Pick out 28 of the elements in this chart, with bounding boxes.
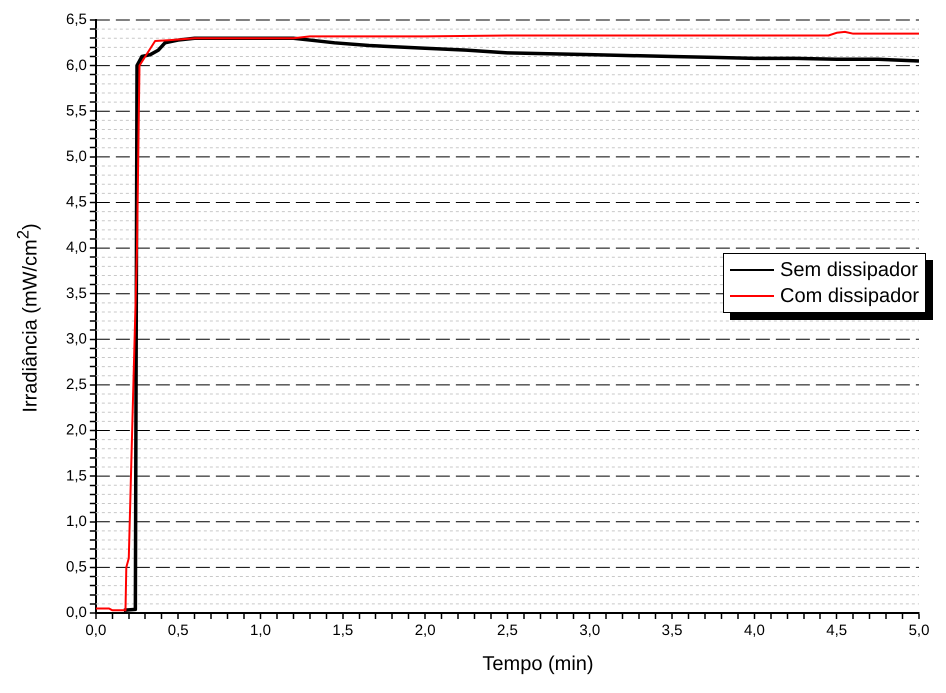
y-tick-label: 4,5 bbox=[66, 194, 87, 211]
y-tick-label: 4,0 bbox=[66, 239, 87, 256]
y-tick-label: 0,5 bbox=[66, 558, 87, 576]
legend-label: Com dissipador bbox=[780, 284, 919, 309]
x-tick-label: 3,0 bbox=[579, 622, 600, 640]
x-tick-label: 0,5 bbox=[168, 622, 189, 640]
x-tick-label: 3,5 bbox=[662, 622, 682, 640]
x-tick-label: 4,5 bbox=[826, 622, 848, 640]
x-tick-label: 1,5 bbox=[332, 622, 354, 640]
x-tick-label: 2,0 bbox=[414, 622, 436, 640]
x-tick-label: 5,0 bbox=[908, 622, 930, 640]
x-tick-label: 2,5 bbox=[496, 622, 518, 640]
y-tick-label: 5,5 bbox=[66, 102, 87, 120]
y-tick-label: 1,0 bbox=[66, 512, 87, 530]
y-tick-label: 3,0 bbox=[66, 330, 87, 348]
y-tick-label: 1,5 bbox=[66, 467, 87, 484]
x-axis-title: Tempo (min) bbox=[482, 653, 594, 676]
y-tick-label: 3,5 bbox=[66, 284, 87, 302]
x-tick-label: 0,0 bbox=[85, 622, 106, 640]
y-tick-label: 2,0 bbox=[66, 422, 87, 439]
y-tick-label: 6,0 bbox=[66, 56, 87, 74]
y-tick-label: 2,5 bbox=[66, 376, 87, 394]
x-tick-label: 1,0 bbox=[250, 622, 271, 640]
y-tick-label: 0,0 bbox=[66, 604, 87, 622]
x-tick-label: 4,0 bbox=[744, 622, 765, 640]
y-tick-label: 6,5 bbox=[66, 11, 87, 28]
legend-label: Sem dissipador bbox=[780, 258, 918, 283]
y-tick-label: 5,0 bbox=[66, 148, 87, 165]
